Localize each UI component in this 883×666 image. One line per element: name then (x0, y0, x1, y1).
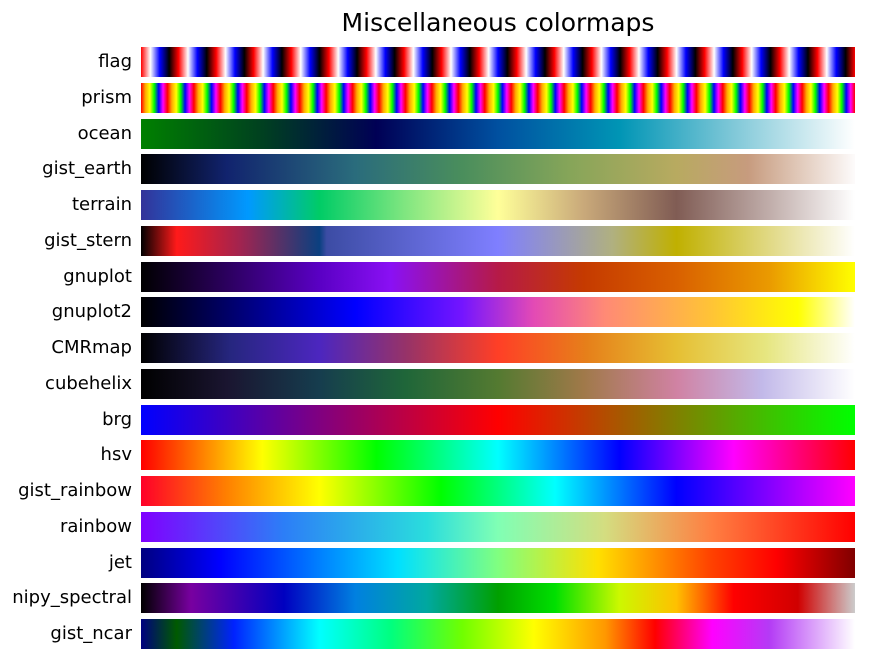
colormap-bar-terrain (141, 190, 855, 220)
colormap-label: gist_earth (42, 158, 132, 179)
colormap-bar-gist_stern (141, 226, 855, 256)
colormap-row-gist_earth: gist_earth (0, 154, 883, 184)
colormap-bar-gist_ncar (141, 619, 855, 649)
colormap-bar-gnuplot (141, 262, 855, 292)
colormap-bar-gnuplot2 (141, 297, 855, 327)
colormap-row-prism: prism (0, 83, 883, 113)
colormap-row-gist_rainbow: gist_rainbow (0, 476, 883, 506)
colormap-label: gist_rainbow (18, 480, 132, 501)
colormap-bar-gist_rainbow (141, 476, 855, 506)
colormap-bar-hsv (141, 440, 855, 470)
colormap-bar-flag (141, 47, 855, 77)
colormap-row-gnuplot2: gnuplot2 (0, 297, 883, 327)
colormap-bar-nipy_spectral (141, 583, 855, 613)
colormap-row-gist_stern: gist_stern (0, 226, 883, 256)
colormap-label: brg (102, 409, 132, 430)
colormap-label: rainbow (60, 516, 132, 537)
colormap-label: hsv (100, 444, 132, 465)
colormap-bar-gist_earth (141, 154, 855, 184)
colormap-row-flag: flag (0, 47, 883, 77)
colormap-label: gist_ncar (50, 623, 132, 644)
colormap-bar-CMRmap (141, 333, 855, 363)
colormap-bar-ocean (141, 119, 855, 149)
colormap-bar-rainbow (141, 512, 855, 542)
colormap-row-CMRmap: CMRmap (0, 333, 883, 363)
colormap-label: gist_stern (44, 230, 132, 251)
colormap-bar-jet (141, 548, 855, 578)
colormap-row-ocean: ocean (0, 119, 883, 149)
colormap-label: cubehelix (45, 373, 132, 394)
colormap-label: prism (81, 87, 132, 108)
colormap-label: gnuplot2 (51, 301, 132, 322)
colormap-label: terrain (71, 194, 132, 215)
colormap-label: nipy_spectral (12, 587, 132, 608)
colormap-row-brg: brg (0, 405, 883, 435)
colormap-row-jet: jet (0, 548, 883, 578)
colormap-label: jet (108, 552, 132, 573)
colormap-label: flag (98, 51, 132, 72)
colormap-bar-brg (141, 405, 855, 435)
colormap-bar-cubehelix (141, 369, 855, 399)
colormap-label: ocean (77, 123, 132, 144)
colormap-label: gnuplot (63, 266, 132, 287)
colormap-label: CMRmap (51, 337, 132, 358)
colormap-row-gist_ncar: gist_ncar (0, 619, 883, 649)
colormap-bar-prism (141, 83, 855, 113)
colormap-row-nipy_spectral: nipy_spectral (0, 583, 883, 613)
colormap-row-terrain: terrain (0, 190, 883, 220)
colormap-row-cubehelix: cubehelix (0, 369, 883, 399)
chart-title: Miscellaneous colormaps (341, 8, 655, 37)
colormap-row-hsv: hsv (0, 440, 883, 470)
colormap-row-rainbow: rainbow (0, 512, 883, 542)
colormap-row-gnuplot: gnuplot (0, 262, 883, 292)
